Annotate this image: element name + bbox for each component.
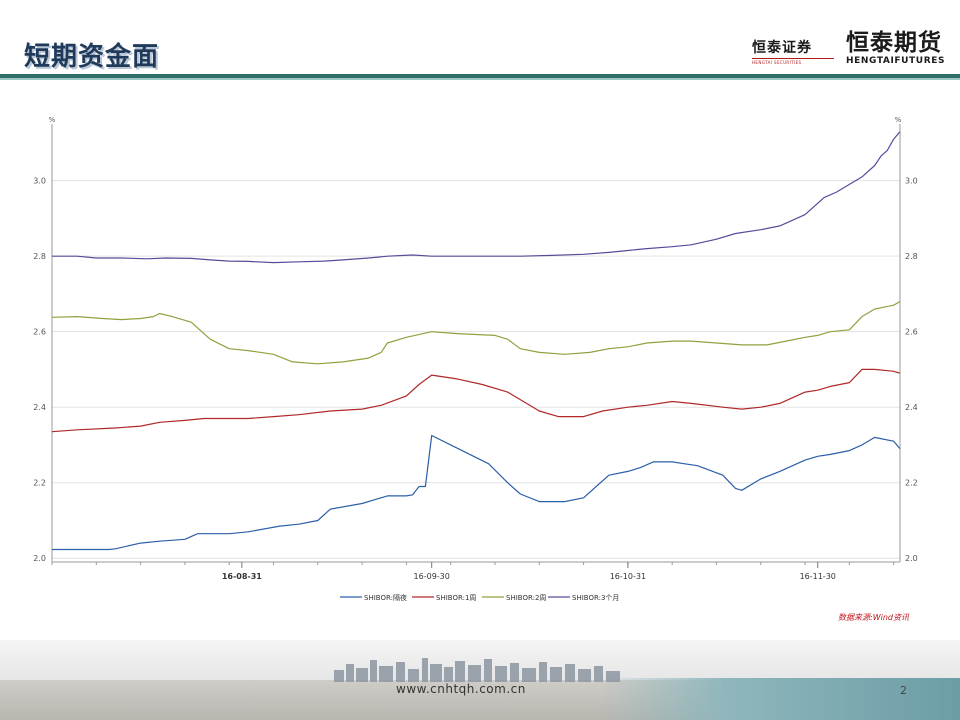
x-tick-label: 16-08-31 bbox=[222, 572, 262, 581]
futures-logo-subtitle: HENGTAIFUTURES bbox=[846, 56, 946, 66]
series-line bbox=[51, 368, 901, 433]
y-tick-label-left: 2.4 bbox=[33, 403, 46, 412]
chart-legend: SHIBOR:隔夜 SHIBOR:1周 SHIBOR:2周 SHIBOR:3个月 bbox=[340, 593, 619, 602]
y-tick-label-right: 2.8 bbox=[905, 252, 918, 261]
slide-header: 短期资金面 恒泰证券 HENGTAI SECURITIES 恒泰期货 HENGT… bbox=[0, 0, 960, 80]
footer-website-url: www.cnhtqh.com.cn bbox=[396, 682, 526, 696]
series-line bbox=[52, 131, 901, 264]
y-axis-unit-left: % bbox=[49, 116, 56, 124]
securities-logo-subtitle: HENGTAI SECURITIES bbox=[752, 58, 834, 66]
y-tick-label-left: 2.6 bbox=[33, 328, 46, 337]
legend-label: SHIBOR:3个月 bbox=[572, 594, 619, 602]
shibor-line-chart: 2.0 2.0 2.2 2.2 2.4 2.4 2.6 2.6 2.8 2.8 3.0 3.0% % 16… bbox=[33, 116, 917, 602]
footer-banner: www.cnhtqh.com.cn 2 bbox=[0, 640, 960, 720]
slide-title: 短期资金面 bbox=[24, 42, 160, 72]
y-tick-label-left: 2.0 bbox=[33, 554, 46, 563]
legend-label: SHIBOR:隔夜 bbox=[364, 593, 407, 602]
y-tick-label-right: 2.4 bbox=[905, 403, 918, 412]
x-tick-label: 16-09-30 bbox=[414, 572, 450, 581]
securities-logo-name: 恒泰证券 bbox=[752, 40, 812, 56]
x-tick-label: 16-11-30 bbox=[800, 572, 836, 581]
y-tick-label-right: 2.0 bbox=[905, 554, 918, 563]
y-tick-label-right: 2.2 bbox=[905, 479, 918, 488]
y-tick-label-left: 3.0 bbox=[33, 177, 46, 186]
city-skyline-image bbox=[334, 658, 620, 682]
series-line bbox=[51, 300, 901, 365]
y-tick-label-right: 3.0 bbox=[905, 177, 918, 186]
hengtai-futures-logo: 恒泰期货 HENGTAIFUTURES bbox=[846, 30, 958, 70]
footer-water bbox=[600, 678, 960, 720]
chart-series bbox=[51, 131, 901, 551]
y-axis-unit-right: % bbox=[895, 116, 902, 124]
y-tick-label-left: 2.2 bbox=[33, 479, 46, 488]
hengtai-securities-logo: 恒泰证券 HENGTAI SECURITIES bbox=[752, 40, 834, 66]
y-tick-label-right: 2.6 bbox=[905, 328, 918, 337]
y-tick-label-left: 2.8 bbox=[33, 252, 46, 261]
data-source-note: 数据来源:Wind资讯 bbox=[838, 613, 909, 622]
futures-logo-name: 恒泰期货 bbox=[846, 30, 942, 56]
chart-grid bbox=[52, 180, 900, 559]
legend-label: SHIBOR:2周 bbox=[506, 594, 546, 602]
header-rule bbox=[0, 74, 960, 78]
x-tick-label: 16-10-31 bbox=[610, 572, 646, 581]
series-line bbox=[52, 434, 901, 551]
legend-label: SHIBOR:1周 bbox=[436, 594, 476, 602]
page-number: 2 bbox=[900, 684, 907, 697]
header-rule-accent bbox=[0, 78, 960, 80]
chart-axes: 2.0 2.0 2.2 2.2 2.4 2.4 2.6 2.6 2.8 2.8 3.0 3.0% % 16… bbox=[33, 116, 917, 581]
